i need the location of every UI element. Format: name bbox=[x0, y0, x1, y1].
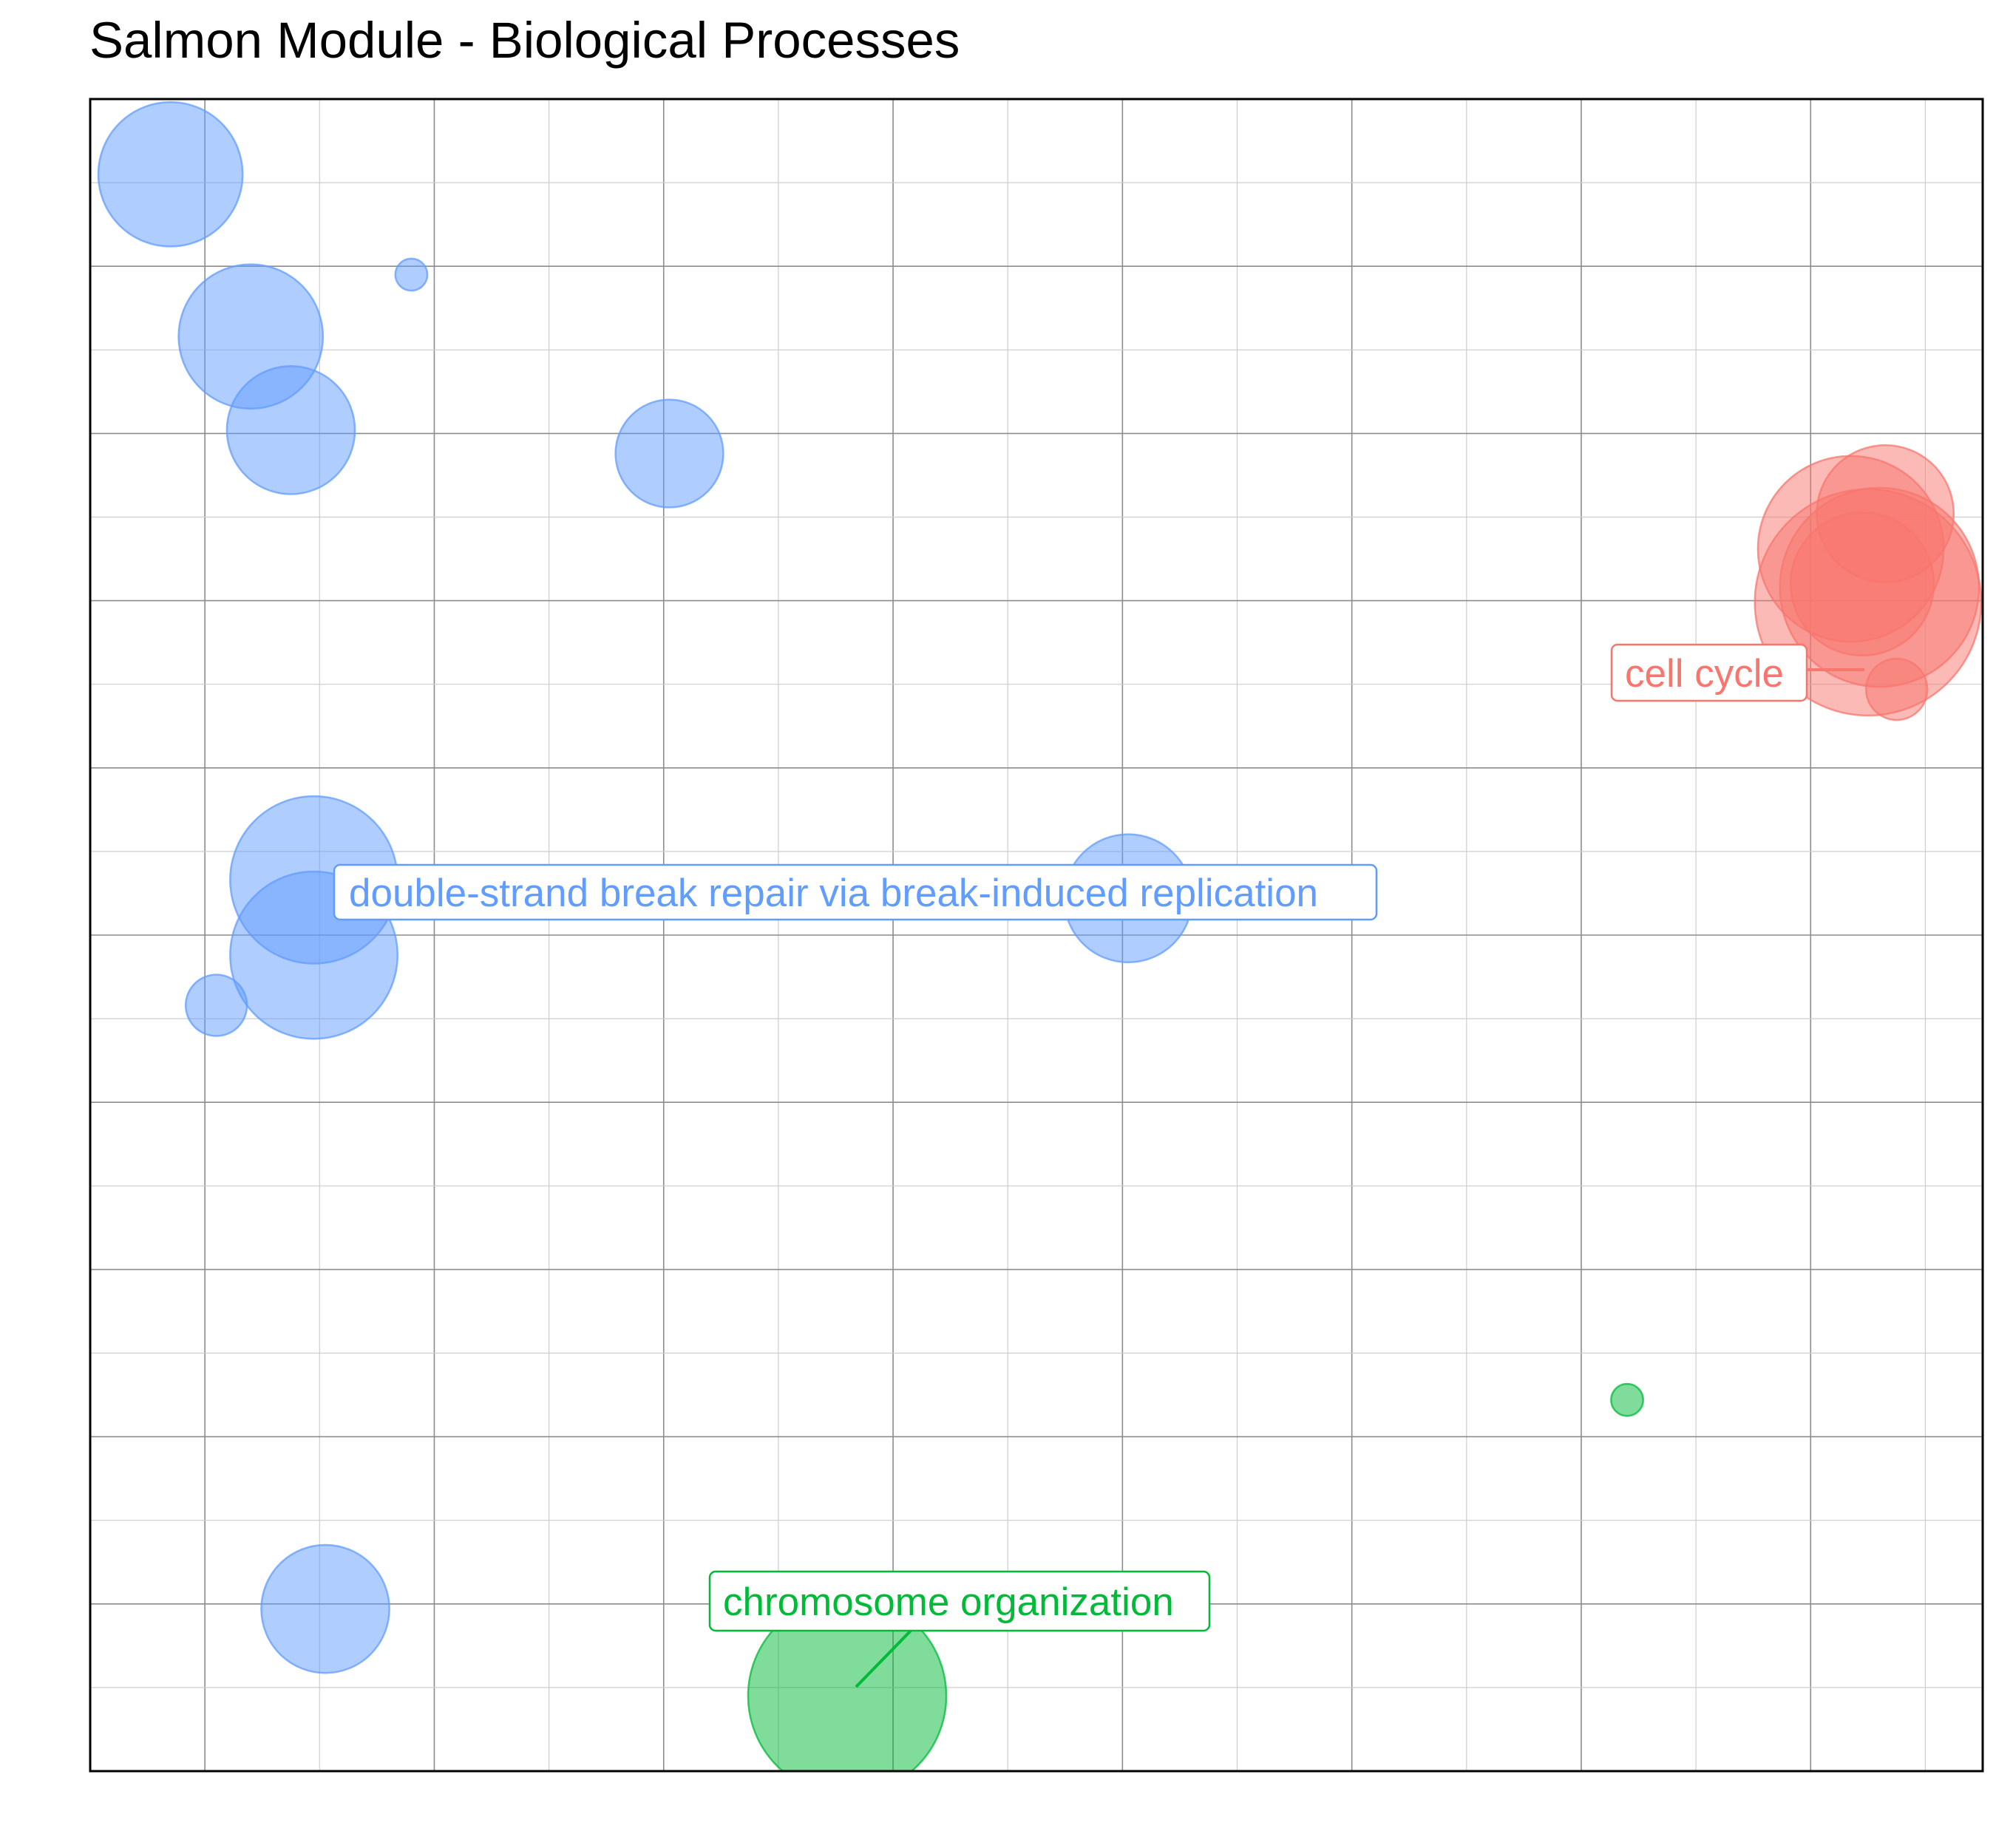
bubble-green-17 bbox=[1610, 1382, 1644, 1417]
bubbles bbox=[97, 101, 1983, 1771]
annotation-label: chromosome organization bbox=[723, 1580, 1174, 1624]
bubble-blue-0 bbox=[97, 101, 244, 248]
bubble-red-15 bbox=[1864, 657, 1929, 721]
annotation-leader-line bbox=[855, 1629, 912, 1688]
annotation-box bbox=[708, 1570, 1211, 1632]
bubble-blue-9 bbox=[260, 1543, 390, 1674]
chart-title: Salmon Module - Biological Processes bbox=[89, 12, 960, 69]
plot-border bbox=[89, 98, 1984, 1773]
annotation-label: cell cycle bbox=[1625, 652, 1784, 696]
bubble-blue-3 bbox=[225, 365, 356, 495]
bubble-blue-2 bbox=[394, 257, 429, 292]
annotation-label: double-strand break repair via break-ind… bbox=[349, 872, 1318, 915]
grid-lines bbox=[90, 99, 1983, 1771]
annotation-box bbox=[1610, 643, 1808, 702]
annotation-box bbox=[333, 863, 1378, 921]
annotations: double-strand break repair via break-ind… bbox=[333, 643, 1864, 1688]
bubble-blue-8 bbox=[184, 974, 248, 1037]
bubble-red-14 bbox=[1816, 444, 1955, 583]
bubble-blue-4 bbox=[614, 398, 724, 509]
